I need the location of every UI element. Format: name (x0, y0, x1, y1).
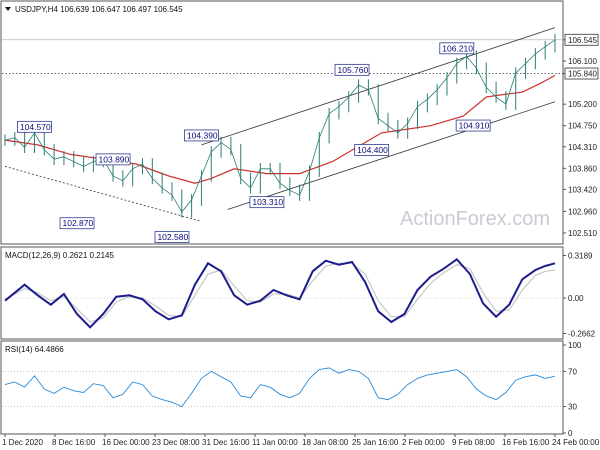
rsi-y-tick-label: 0 (568, 429, 573, 438)
x-tick-label: 2 Feb 00:00 (402, 438, 445, 447)
price-callout-box (59, 217, 95, 230)
price-callout-box (455, 119, 491, 132)
lower-channel-line (227, 101, 556, 210)
rsi-layer: 100 70 30 0 (2, 341, 582, 438)
x-tick-label: 23 Dec 08:00 (152, 438, 200, 447)
price-y-tick-label: 103.420 (568, 185, 597, 194)
x-tick-label: 18 Jan 08:00 (302, 438, 349, 447)
macd-y-tick-label: 0.00 (568, 294, 584, 303)
x-tick-label: 25 Jan 16:00 (352, 438, 399, 447)
x-tick-label: 11 Jan 00:00 (252, 438, 298, 447)
macd-y-tick-label: -0.2662 (568, 329, 596, 338)
macd-header: MACD(12,26,9) 0.2621 0.2145 (5, 251, 115, 260)
price-y-tick-label: 105.200 (568, 100, 597, 109)
x-tick-label: 16 Feb 16:00 (502, 438, 550, 447)
price-callout-label: 104.400 (357, 145, 388, 155)
price-layer: 106.545 106.100 105.840 105.200 104.750 104.3… (2, 27, 599, 243)
price-y-tick-label: 102.960 (568, 207, 597, 216)
price-callout-box (334, 63, 370, 76)
price-y-tick-label: 104.310 (568, 143, 597, 152)
price-y-tick-label: 102.510 (568, 229, 597, 238)
price-callout-label: 104.910 (459, 121, 490, 131)
price-y-tick-label: 106.100 (568, 57, 597, 66)
header-dropdown-icon[interactable] (5, 7, 11, 11)
price-header: USDJPY,H4 106.639 106.647 106.497 106.54… (15, 5, 183, 14)
last-price-tag (564, 33, 599, 46)
price-callout-label: 104.570 (20, 122, 51, 132)
macd-main-line (4, 257, 556, 329)
price-y-tick-label: 104.750 (568, 122, 597, 131)
price-y-tick-label: 106.545 (568, 36, 597, 45)
price-callout-box (439, 42, 475, 55)
rsi-line (4, 367, 556, 408)
x-tick-label: 1 Dec 2020 (2, 438, 43, 447)
dotted-trend-line (4, 166, 202, 222)
price-callout-box (154, 231, 190, 243)
x-tick-label: 24 Feb 00:00 (552, 438, 600, 447)
price-callout-label: 104.390 (187, 130, 218, 140)
x-tick-label: 16 Dec 00:00 (102, 438, 150, 447)
x-tick-label: 8 Dec 16:00 (52, 438, 96, 447)
price-callout-label: 106.210 (442, 43, 473, 53)
price-callout-box (95, 153, 131, 166)
price-callout-box (17, 120, 52, 133)
macd-layer: 0.3189 0.00 -0.2662 (2, 251, 596, 338)
dotted-level-tag (564, 67, 599, 80)
rsi-header: RSI(14) 64.4866 (5, 345, 64, 354)
price-callout-label: 105.760 (338, 65, 369, 75)
rsi-y-tick-label: 30 (568, 403, 577, 412)
price-y-tick-label: 105.840 (568, 70, 597, 79)
watermark: ActionForex.com (400, 208, 550, 230)
rsi-y-tick-label: 70 (568, 367, 577, 376)
x-tick-label: 9 Feb 08:00 (452, 438, 495, 447)
price-y-tick-label: 103.860 (568, 164, 597, 173)
x-axis: 1 Dec 2020 8 Dec 16:00 16 Dec 00:00 23 Dec … (2, 434, 600, 447)
price-callout-box (184, 129, 219, 142)
rsi-y-tick-label: 100 (568, 341, 582, 350)
x-tick-label: 31 Dec 16:00 (202, 438, 250, 447)
price-callout-box (249, 196, 285, 209)
rsi-panel-frame (0, 340, 564, 435)
price-callout-label: 103.890 (99, 154, 130, 164)
macd-y-tick-label: 0.3189 (568, 251, 593, 260)
price-callout-label: 102.580 (157, 232, 188, 242)
price-callout-box (354, 144, 390, 156)
macd-signal-line (4, 262, 556, 323)
price-callout-label: 103.310 (252, 197, 283, 207)
price-callout-label: 102.870 (63, 218, 94, 228)
